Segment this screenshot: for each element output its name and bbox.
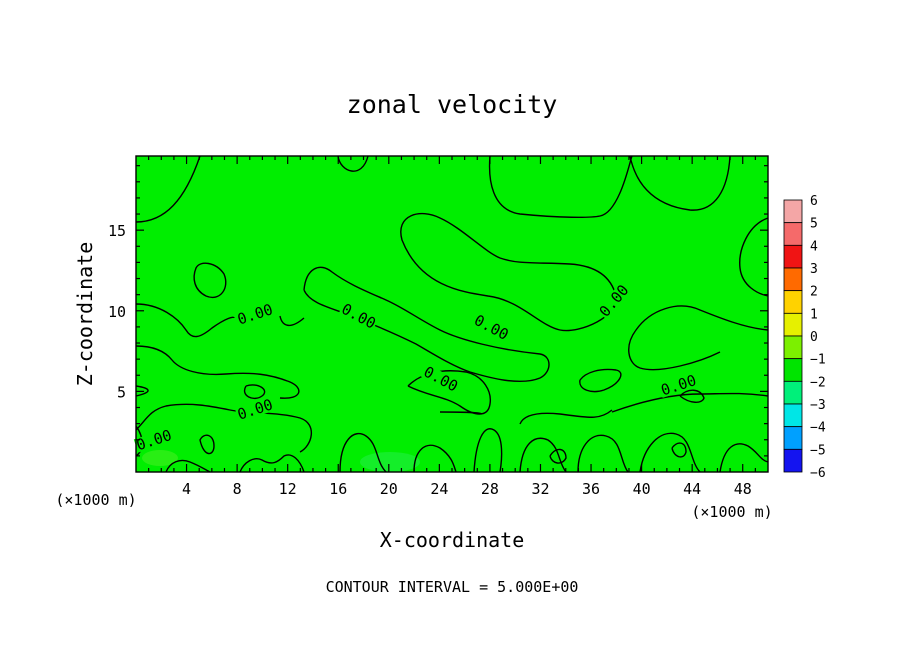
contour-line	[303, 266, 550, 383]
colorbar-bin	[783, 267, 803, 292]
contour-label-bg	[596, 281, 632, 320]
contour-line	[279, 315, 305, 326]
contour-label-bg	[420, 363, 461, 395]
x-axis-label: X-coordinate	[380, 528, 525, 552]
contour-line	[439, 411, 483, 415]
contour-line	[135, 403, 312, 453]
contour-line	[739, 217, 769, 297]
colorbar-tick-label: 0	[810, 330, 818, 345]
contour-lines	[135, 155, 769, 473]
contour-line	[135, 303, 235, 338]
colorbar-tick-label: −1	[810, 353, 826, 368]
colorbar-tick-label: 2	[810, 285, 818, 300]
colorbar-bin	[783, 199, 803, 224]
contour-label-bg	[133, 427, 175, 453]
colorbar-tick-label: 6	[810, 194, 818, 209]
field-variation	[360, 452, 420, 472]
contour-line	[639, 432, 701, 473]
colorbar-bin	[783, 358, 803, 382]
colorbar-bin	[783, 335, 803, 360]
colorbar-tick-label: −5	[810, 443, 826, 458]
x-tick-label: 36	[582, 480, 600, 498]
contour-line	[549, 448, 567, 464]
colorbar-tick-label: −6	[810, 466, 826, 481]
contour-line	[628, 305, 769, 371]
colorbar-tick-label: −4	[810, 421, 826, 436]
colorbar-bin	[783, 222, 803, 246]
colorbar-tick-label: −3	[810, 398, 826, 413]
y-tick-labels: 5 10 15	[108, 222, 126, 401]
colorbar	[783, 199, 803, 473]
contour-line	[339, 432, 387, 473]
colorbar-bin	[783, 448, 803, 473]
contour-line	[488, 155, 633, 219]
colorbar-tick-label: 5	[810, 217, 818, 232]
x-tick-label: 20	[380, 480, 398, 498]
colorbar-bin	[783, 312, 803, 337]
contour-line	[519, 409, 613, 425]
contour-line	[165, 459, 211, 473]
x-tick-label: 28	[481, 480, 499, 498]
x-tick-label: 32	[531, 480, 549, 498]
contour-line	[611, 392, 769, 413]
contour-line	[579, 368, 622, 393]
contour-line	[135, 155, 201, 223]
colorbar-labels: 6 5 4 3 2 1 0 −1 −2 −3 −4 −5 −6	[810, 194, 826, 481]
contour-line	[243, 384, 266, 400]
contour-line	[679, 389, 705, 403]
chart-title: zonal velocity	[347, 90, 558, 119]
plot-area: 0.00 0.00 0.000.000.000.000.000.00	[133, 155, 769, 473]
contour-line	[671, 442, 687, 458]
contour-line	[473, 428, 503, 473]
velocity-field	[136, 156, 768, 472]
x-tick-labels: 4 8 12 16 20 24 28 32 36 40 44 48	[182, 480, 752, 498]
contour-line	[199, 434, 215, 455]
contour-label-bg	[658, 372, 699, 398]
contour-line	[629, 155, 731, 211]
x-tick-label: 48	[734, 480, 752, 498]
colorbar-tick-label: 4	[810, 239, 818, 254]
y-axis-label: Z-coordinate	[73, 242, 97, 387]
y-tick-label: 5	[117, 383, 126, 401]
colorbar-bin	[783, 403, 803, 428]
colorbar-tick-label: 1	[810, 307, 818, 322]
x-tick-label: 4	[182, 480, 191, 498]
contour-line	[193, 262, 227, 299]
contour-line	[577, 434, 629, 473]
y-tick-label: 15	[108, 222, 126, 240]
x-unit-right: (×1000 m)	[691, 503, 772, 521]
contour-label-bg	[338, 301, 379, 332]
x-unit-left: (×1000 m)	[55, 491, 136, 509]
x-tick-label: 40	[633, 480, 651, 498]
field-variation	[142, 450, 178, 466]
contour-interval-note: CONTOUR INTERVAL = 5.000E+00	[326, 578, 579, 596]
contour-label-bg	[471, 312, 512, 343]
contour-label-bg	[234, 396, 276, 423]
colorbar-bin	[783, 290, 803, 314]
colorbar-tick-label: −2	[810, 375, 826, 390]
contour-line	[400, 213, 617, 332]
contour-line	[719, 443, 769, 473]
x-tick-label: 44	[683, 480, 701, 498]
contour-line	[135, 385, 149, 397]
colorbar-tick-label: 3	[810, 262, 818, 277]
contour-line	[337, 155, 369, 172]
contour-line	[413, 444, 457, 473]
x-tick-label: 24	[430, 480, 448, 498]
y-tick-label: 10	[108, 303, 126, 321]
contour-line	[135, 345, 300, 399]
axis-ticks	[136, 156, 768, 472]
x-tick-label: 12	[279, 480, 297, 498]
colorbar-bin	[783, 426, 803, 450]
colorbar-bin	[783, 244, 803, 269]
x-tick-label: 16	[329, 480, 347, 498]
contour-line	[239, 454, 305, 473]
x-tick-label: 8	[233, 480, 242, 498]
contour-label-bg	[234, 301, 276, 327]
colorbar-bin	[783, 380, 803, 405]
